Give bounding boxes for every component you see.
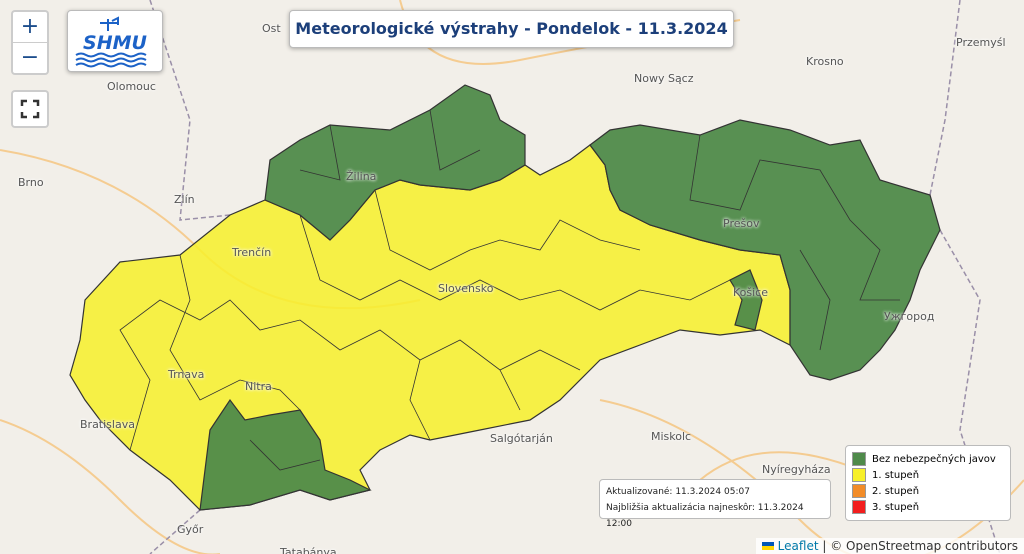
city-label: Ost xyxy=(262,22,281,35)
legend-swatch xyxy=(852,484,866,498)
zoom-out-button[interactable]: − xyxy=(20,45,40,70)
legend-label: 1. stupeň xyxy=(872,469,920,481)
city-label: Nitra xyxy=(245,380,272,393)
city-label: Zlín xyxy=(174,193,195,206)
legend-label: 2. stupeň xyxy=(872,485,920,497)
region-no-warning-south[interactable] xyxy=(199,398,372,511)
attribution: Leaflet | © OpenStreetmap contributors xyxy=(755,538,1024,554)
city-label: Ужгород xyxy=(884,310,935,323)
next-update-text: Najbližšia aktualizácia najneskôr: 11.3.… xyxy=(606,503,804,529)
city-label: Przemyśl xyxy=(956,36,1006,49)
city-label: Krosno xyxy=(806,55,844,68)
legend-label: Bez nebezpečných javov xyxy=(872,453,996,465)
zoom-control: + − xyxy=(11,10,49,75)
legend-swatch xyxy=(852,452,866,466)
region-no-warning-east[interactable] xyxy=(589,119,941,381)
page-title: Meteorologické výstrahy - Pondelok - 11.… xyxy=(289,10,734,48)
legend-item: 3. stupeň xyxy=(852,499,1004,515)
region-no-warning-kosice[interactable] xyxy=(729,269,763,331)
city-label: Žilina xyxy=(346,170,377,183)
zoom-in-button[interactable]: + xyxy=(13,12,47,43)
city-label: Győr xyxy=(177,523,204,536)
fullscreen-icon xyxy=(20,99,40,119)
city-label: Brno xyxy=(18,176,44,189)
fullscreen-button[interactable] xyxy=(11,90,49,128)
osm-attribution: | © OpenStreetmap contributors xyxy=(822,539,1018,553)
legend-item: 1. stupeň xyxy=(852,467,1004,483)
leaflet-link[interactable]: Leaflet xyxy=(777,539,819,553)
legend-swatch xyxy=(852,500,866,514)
city-label: Trnava xyxy=(168,368,205,381)
city-label: Salgótarján xyxy=(490,432,553,445)
ukraine-flag-icon xyxy=(761,542,774,550)
legend-label: 3. stupeň xyxy=(872,501,920,513)
legend: Bez nebezpečných javov 1. stupeň 2. stup… xyxy=(845,445,1011,521)
city-label: Košice xyxy=(733,286,768,299)
shmu-logo: SHMU xyxy=(67,10,163,72)
update-info: Aktualizované: 11.3.2024 05:07 Najbližši… xyxy=(599,479,831,529)
city-label: Nyíregyháza xyxy=(762,463,831,476)
city-label: Trenčín xyxy=(232,246,272,259)
city-label: Miskolc xyxy=(651,430,692,443)
city-label: Prešov xyxy=(723,217,760,230)
updated-text: Aktualizované: 11.3.2024 05:07 xyxy=(606,487,750,497)
city-label: Nowy Sącz xyxy=(634,72,694,85)
city-label: Slovensko xyxy=(438,282,494,295)
svg-text:SHMU: SHMU xyxy=(83,32,147,54)
legend-item: Bez nebezpečných javov xyxy=(852,451,1004,467)
legend-item: 2. stupeň xyxy=(852,483,1004,499)
legend-swatch xyxy=(852,468,866,482)
region-no-warning-north[interactable] xyxy=(264,84,526,241)
city-label: Olomouc xyxy=(107,80,156,93)
city-label: Bratislava xyxy=(80,418,135,431)
city-label: Tatabánya xyxy=(280,546,337,554)
